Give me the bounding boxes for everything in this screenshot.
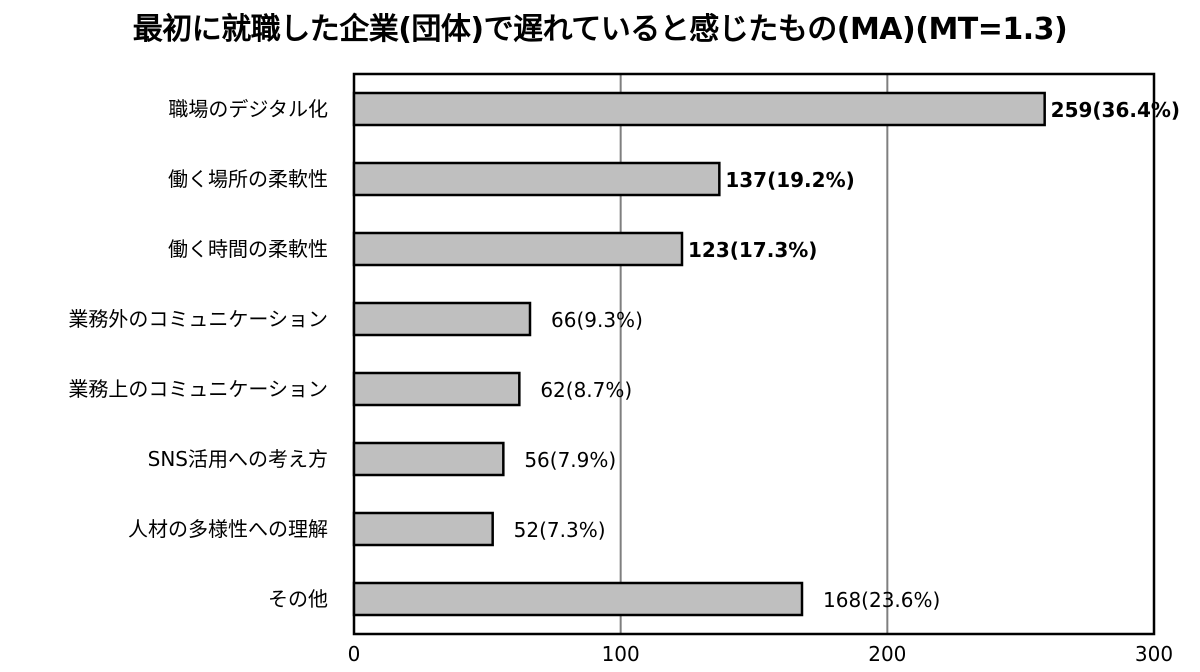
- category-label: 業務外のコミュニケーション: [68, 307, 328, 331]
- bar: [352, 301, 532, 337]
- data-label: 66(9.3%): [551, 308, 643, 332]
- category-label: 働く時間の柔軟性: [168, 237, 328, 261]
- bar: [352, 231, 684, 267]
- category-label: 働く場所の柔軟性: [168, 167, 328, 191]
- bar: [352, 581, 804, 617]
- category-label: 職場のデジタル化: [168, 97, 328, 121]
- x-tick-label: 0: [348, 642, 361, 666]
- data-label: 52(7.3%): [514, 518, 606, 542]
- x-axis-ticks: 0 100 200 300: [348, 642, 1173, 666]
- data-label: 137(19.2%): [725, 168, 854, 192]
- grid-lines: [619, 74, 889, 634]
- data-label: 123(17.3%): [688, 238, 817, 262]
- bar: [352, 441, 505, 477]
- chart-title: 最初に就職した企業(団体)で遅れていると感じたもの(MA)(MT=1.3): [132, 12, 1068, 47]
- bar: [352, 371, 521, 407]
- bar: [352, 91, 1046, 127]
- x-tick-label: 100: [602, 642, 640, 666]
- bar: [352, 161, 721, 197]
- category-label: 人材の多様性への理解: [128, 517, 328, 541]
- data-label: 259(36.4%): [1051, 98, 1180, 122]
- category-label: その他: [268, 587, 328, 611]
- category-label: SNS活用への考え方: [148, 447, 328, 471]
- x-tick-label: 200: [868, 642, 906, 666]
- x-tick-label: 300: [1135, 642, 1173, 666]
- data-labels: 259(36.4%) 137(19.2%) 123(17.3%) 66(9.3%) 62…: [514, 98, 1180, 612]
- data-label: 168(23.6%): [823, 588, 940, 612]
- plot-area-frame: [352, 72, 1156, 636]
- bar: [352, 511, 494, 547]
- data-label: 56(7.9%): [524, 448, 616, 472]
- bars: [352, 91, 1046, 617]
- category-labels: 職場のデジタル化働く場所の柔軟性働く時間の柔軟性業務外のコミュニケーション業務上…: [68, 97, 328, 611]
- category-label: 業務上のコミュニケーション: [68, 377, 328, 401]
- data-label: 62(8.7%): [540, 378, 632, 402]
